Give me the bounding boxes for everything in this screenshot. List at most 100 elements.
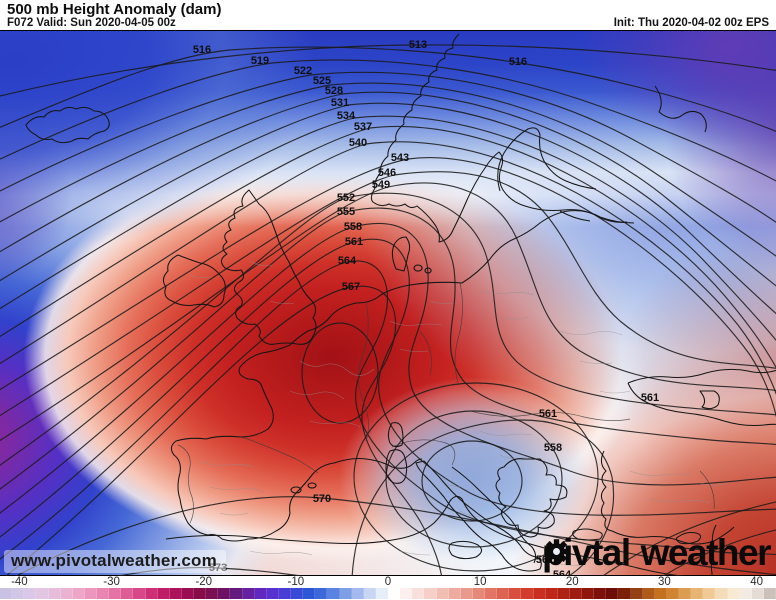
colorbar-cell [266,588,279,599]
map-canvas: 513 516 516 519 522 525 528 531 534 537 540 543 546 5… [0,30,776,577]
colorbar-cell [48,588,61,599]
colorbar-cell [375,588,388,599]
colorbar-cell [436,588,449,599]
colorbar-cell [72,588,85,599]
colorbar-cell [654,588,667,599]
colorbar-cell [169,588,182,599]
contour-label: 561 [641,392,659,404]
contour-label: 543 [391,152,409,164]
colorbar-cell [569,588,582,599]
gear-icon [544,539,569,564]
contour-label: 525 [313,75,331,87]
colorbar-cell [24,588,37,599]
colorbar-cell [739,588,752,599]
contour-label: 558 [544,442,562,454]
colorbar-cell [666,588,679,599]
colorbar-cell [727,588,740,599]
contour-label: 564 [553,569,572,577]
colorbar-tick-label: 30 [658,576,671,588]
header-bar: 500 mb Height Anomaly (dam) F072 Valid: … [0,0,776,30]
logo-text-weather: weather [640,532,772,573]
colorbar-tick-label: 40 [750,576,763,588]
colorbar-cell [606,588,619,599]
colorbar-cell [36,588,49,599]
colorbar-cell [630,588,643,599]
colorbar-cell [582,588,595,599]
colorbar-cell [145,588,158,599]
contour-label: 567 [342,281,360,293]
colorbar-cell [363,588,376,599]
colorbar-cell [242,588,255,599]
colorbar-cell [194,588,207,599]
logo-text-tal: tal [590,532,631,573]
contour-label: 540 [349,137,367,149]
colorbar-cell [545,588,558,599]
colorbar-cell [424,588,437,599]
colorbar-tick-label: -40 [11,576,28,588]
contour-label: 561 [345,236,363,248]
colorbar-cell [181,588,194,599]
contour-label: 573 [209,562,227,574]
contour-label: 549 [372,179,390,191]
colorbar-tick-label: -20 [195,576,212,588]
contour-label: 534 [337,110,356,122]
colorbar-tick-label: 0 [384,576,392,588]
colorbar-cell [327,588,340,599]
colorbar-cell [315,588,328,599]
contour-label: 516 [509,56,527,68]
colorbar-cell [715,588,728,599]
colorbar-cell [751,588,764,599]
colorbar-cell [679,588,692,599]
contour-label: 564 [338,255,357,267]
country-borders [177,282,715,524]
colorbar-cell [206,588,219,599]
map-overlay-svg: 5135165165195225255285315345375405435465… [0,33,776,577]
colorbar-cell [763,588,776,599]
contour-lines [0,44,776,577]
colorbar-cell [254,588,267,599]
colorbar-cell [618,588,631,599]
colorbar-cell [218,588,231,599]
contour-label: 528 [325,85,343,97]
colorbar-cell [703,588,716,599]
contour-label: 555 [337,206,355,218]
colorbar-cell [278,588,291,599]
colorbar-cell [521,588,534,599]
contour-label: 513 [409,39,427,51]
colorbar-cell [157,588,170,599]
contour-label: 537 [354,121,372,133]
colorbar-cell [84,588,97,599]
page-title: 500 mb Height Anomaly (dam) [7,1,222,18]
contour-label: 516 [193,44,211,56]
colorbar-cell [509,588,522,599]
colorbar-cell [303,588,316,599]
colorbar-cell [400,588,413,599]
colorbar-cell [109,588,122,599]
colorbar-cell [642,588,655,599]
colorbar-cell [0,588,13,599]
contour-label: 546 [378,167,396,179]
colorbar-cell [448,588,461,599]
colorbar [0,588,776,599]
colorbar-cell [60,588,73,599]
colorbar-cell [97,588,110,599]
contour-label: 552 [337,192,355,204]
coastlines [25,33,776,577]
colorbar-cell [412,588,425,599]
colorbar-tick-label: -10 [287,576,305,588]
contour-labels: 5135165165195225255285315345375405435465… [193,39,659,577]
colorbar-cell [133,588,146,599]
colorbar-cell [691,588,704,599]
colorbar-cell [339,588,352,599]
colorbar-cell [230,588,243,599]
colorbar-tick-label: 10 [473,576,487,588]
valid-time-label: F072 Valid: Sun 2020-04-05 00z [7,17,176,29]
contour-label: 522 [294,65,312,77]
colorbar-tick-label: 20 [565,576,579,588]
colorbar-cell [351,588,364,599]
watermark-url: www.pivotalweather.com [4,550,226,573]
colorbar-cell [594,588,607,599]
colorbar-tick-label: -30 [103,576,120,588]
contour-label: 561 [539,408,557,420]
init-time-label: Init: Thu 2020-04-02 00z EPS [613,17,769,29]
